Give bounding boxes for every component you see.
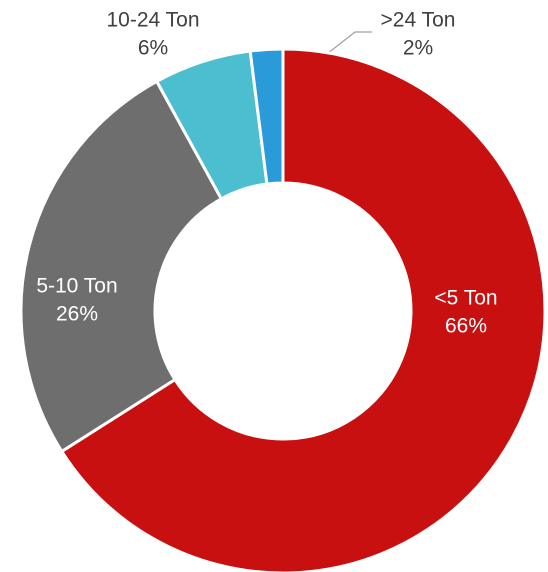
slice-category-label: 10-24 Ton [106,9,199,32]
slice-category-label: <5 Ton [434,287,497,310]
slice [248,47,285,186]
slice-category-label: 5-10 Ton [36,275,117,298]
slice [19,79,224,454]
slice [59,47,547,572]
slice-value-label: 2% [403,37,433,60]
slice-value-label: 66% [445,315,487,338]
slice-category-label: >24 Ton [381,9,456,32]
slice-value-label: 26% [56,303,98,326]
slice-value-label: 6% [138,37,168,60]
